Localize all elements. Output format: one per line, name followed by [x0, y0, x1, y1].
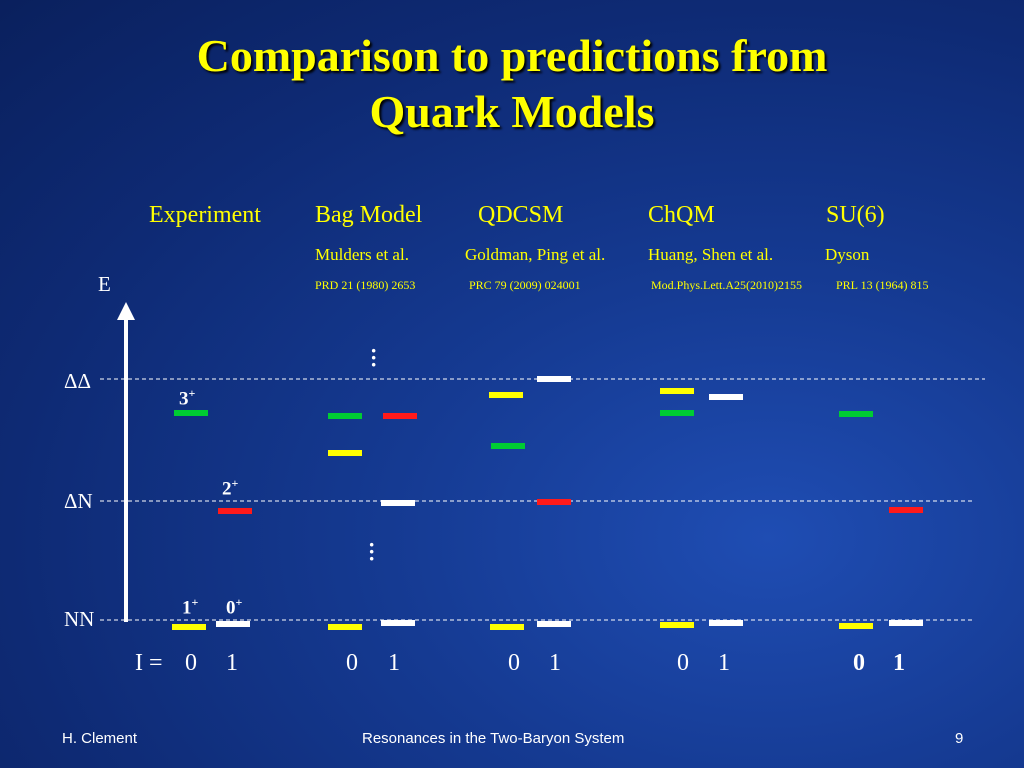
isospin-chqm-1: 1: [718, 650, 730, 676]
level-bar-bag-green: [328, 413, 362, 419]
isospin-exp-0: 0: [185, 650, 197, 676]
level-bar-su6-yellow-nn: [839, 623, 873, 629]
title-line-2: Quark Models: [369, 86, 655, 137]
header-qdcsm: QDCSM: [478, 202, 564, 228]
level-bar-qdcsm-white-top: [537, 376, 571, 382]
level-bar-chqm-green: [660, 410, 694, 416]
level-bar-bag-white-nn: [381, 620, 415, 626]
ref-bag-model: PRD 21 (1980) 2653: [315, 278, 416, 292]
footer-page-number: 9: [955, 730, 964, 747]
spin-label-1plus: 1+: [182, 595, 199, 619]
ellipsis-lower: · · ·: [368, 532, 376, 571]
isospin-qdcsm-1: 1: [549, 650, 561, 676]
energy-axis-arrowhead: [117, 302, 135, 320]
ref-qdcsm: PRC 79 (2009) 024001: [469, 278, 581, 292]
level-bar-bag-yellow-nn: [328, 624, 362, 630]
level-bar-qdcsm-yellow-top: [489, 392, 523, 398]
level-bar-bag-red: [383, 413, 417, 419]
isospin-su6-1: 1: [893, 650, 905, 676]
header-chqm: ChQM: [648, 202, 715, 228]
ref-su6: PRL 13 (1964) 815: [836, 278, 929, 292]
footer-author: H. Clement: [62, 730, 138, 747]
slide-title: Comparison to predictions from Quark Mod…: [0, 28, 1024, 140]
isospin-label: I =: [135, 650, 163, 676]
author-chqm: Huang, Shen et al.: [648, 245, 774, 264]
level-bar-qdcsm-red: [537, 499, 571, 505]
level-label-nn: NN: [64, 607, 95, 631]
isospin-exp-1: 1: [226, 650, 238, 676]
level-bar-qdcsm-green: [491, 443, 525, 449]
level-bar-su6-green: [839, 411, 873, 417]
level-bar-qdcsm-white-nn: [537, 621, 571, 627]
level-bar-qdcsm-yellow-nn: [490, 624, 524, 630]
level-bar-experiment-0plus: [216, 621, 250, 627]
level-bar-experiment-3plus: [174, 410, 208, 416]
level-bar-experiment-1plus: [172, 624, 206, 630]
level-bar-experiment-2plus: [218, 508, 252, 514]
spin-label-3plus: 3+: [179, 386, 196, 410]
level-label-delta-delta: ΔΔ: [64, 369, 92, 393]
title-line-1: Comparison to predictions from: [196, 30, 828, 81]
author-qdcsm: Goldman, Ping et al.: [465, 245, 606, 264]
header-su6: SU(6): [826, 202, 885, 228]
author-bag-model: Mulders et al.: [315, 245, 409, 264]
level-label-delta-n: ΔN: [64, 489, 93, 513]
isospin-bag-1: 1: [388, 650, 400, 676]
ref-chqm: Mod.Phys.Lett.A25(2010)2155: [651, 278, 802, 292]
energy-axis-label: E: [98, 272, 111, 296]
level-bar-chqm-yellow-top: [660, 388, 694, 394]
level-bar-su6-red: [889, 507, 923, 513]
spin-label-2plus: 2+: [222, 476, 239, 500]
level-bar-bag-white-mid: [381, 500, 415, 506]
level-bar-chqm-yellow-nn: [660, 622, 694, 628]
level-bar-chqm-white-top: [709, 394, 743, 400]
level-bar-chqm-white-nn: [709, 620, 743, 626]
header-bag-model: Bag Model: [315, 202, 423, 228]
level-bar-bag-yellow-mid: [328, 450, 362, 456]
level-bar-su6-white-nn: [889, 620, 923, 626]
spin-label-0plus: 0+: [226, 595, 243, 619]
isospin-su6-0: 0: [853, 650, 865, 676]
header-experiment: Experiment: [149, 202, 261, 228]
isospin-qdcsm-0: 0: [508, 650, 520, 676]
isospin-chqm-0: 0: [677, 650, 689, 676]
isospin-bag-0: 0: [346, 650, 358, 676]
ellipsis-upper: · · ·: [370, 338, 378, 377]
author-su6: Dyson: [825, 245, 870, 264]
footer-talk-title: Resonances in the Two-Baryon System: [362, 730, 625, 747]
